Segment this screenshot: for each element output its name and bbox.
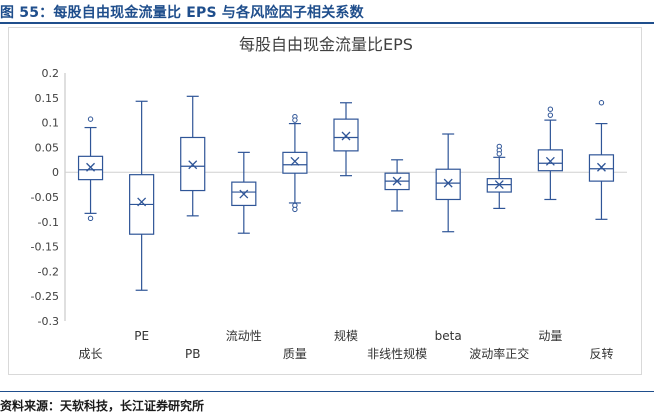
mean-marker [239, 189, 249, 199]
y-tick-label: 0.15 [35, 92, 60, 105]
box-group [384, 159, 410, 212]
y-tick-label: 0.2 [42, 67, 60, 80]
figure-title: 图 55：每股自由现金流量比 EPS 与各风险因子相关系数 [0, 5, 364, 21]
category-label: PB [185, 347, 200, 361]
y-tick-label: -0.1 [38, 216, 59, 229]
box-group [231, 151, 257, 234]
box-group [77, 116, 104, 222]
outlier-point [496, 151, 502, 157]
box [282, 151, 308, 174]
mean-marker [545, 156, 555, 166]
chart-frame: 每股自由现金流量比EPS 0.2 0.15 0.1 0.05 0 -0.05 -0.1 -0.… [8, 27, 642, 375]
category-label: 规模 [334, 328, 358, 343]
box [435, 168, 461, 201]
category-label: 质量 [283, 347, 307, 361]
y-tick-label: 0.1 [42, 117, 60, 130]
mean-marker [596, 162, 606, 172]
mean-marker [86, 162, 96, 172]
box-group [282, 113, 308, 213]
mean-marker [494, 180, 504, 190]
chart-title: 每股自由现金流量比EPS [239, 35, 413, 54]
outlier-point [547, 112, 554, 118]
mean-marker [137, 197, 147, 207]
y-tick-label: -0.3 [38, 315, 59, 328]
mean-marker [188, 160, 198, 170]
title-rule [0, 22, 654, 24]
y-tick-label: 0 [52, 166, 59, 179]
category-label: 动量 [538, 329, 562, 343]
mean-marker [341, 131, 351, 141]
outlier-point [292, 117, 298, 123]
y-tick-label: -0.15 [31, 241, 59, 254]
box-group [333, 102, 359, 177]
outlier-point [292, 206, 298, 213]
mean-marker [392, 176, 402, 186]
mean-marker [290, 156, 300, 166]
box [537, 149, 563, 172]
y-tick-label: -0.25 [31, 290, 59, 303]
box-group [486, 143, 512, 210]
category-label: beta [435, 329, 462, 343]
category-label: 流动性 [226, 329, 262, 343]
box-group [129, 100, 155, 291]
boxplot-chart: 每股自由现金流量比EPS 0.2 0.15 0.1 0.05 0 -0.05 -0.1 -0.… [31, 35, 627, 361]
outlier-point [547, 106, 554, 112]
y-tick-label: -0.05 [31, 191, 59, 204]
outlier-point [598, 100, 605, 106]
box-group [588, 100, 615, 220]
box-group [537, 106, 563, 201]
category-label: 成长 [79, 347, 103, 361]
outlier-point [87, 116, 94, 122]
source-note: 资料来源：天软科技，长江证券研究所 [0, 399, 205, 413]
category-label: 反转 [589, 346, 613, 361]
category-label: 波动率正交 [469, 346, 529, 361]
category-label: 非线性规模 [367, 346, 427, 361]
category-label: PE [134, 329, 149, 343]
y-tick-label: 0.05 [35, 141, 60, 154]
box [333, 118, 359, 152]
box-group [435, 133, 461, 233]
y-tick-label: -0.2 [38, 265, 59, 278]
mean-marker [443, 178, 453, 188]
bottom-rule [0, 391, 654, 392]
outlier-point [87, 215, 94, 222]
box-group [180, 95, 206, 217]
